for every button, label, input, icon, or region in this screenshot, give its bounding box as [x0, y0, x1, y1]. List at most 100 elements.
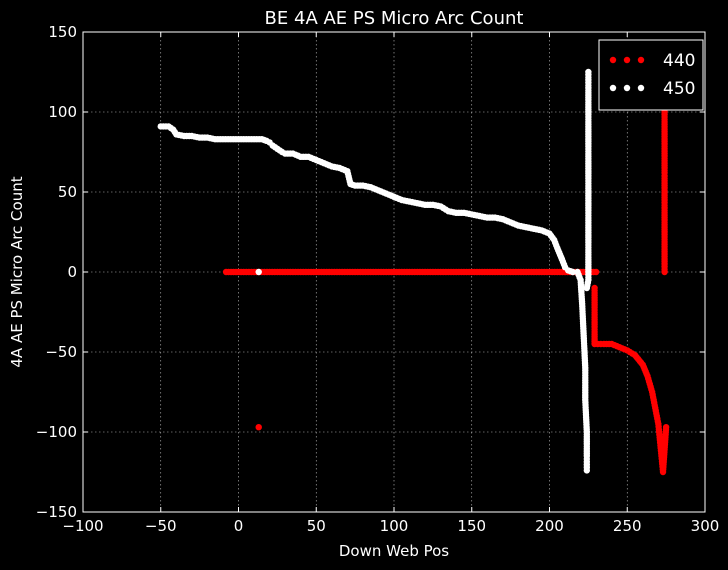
- data-point: [528, 268, 535, 276]
- data-point: [294, 268, 302, 276]
- data-point: [585, 143, 592, 150]
- data-point: [504, 218, 512, 225]
- legend-marker: [609, 56, 617, 64]
- data-point: [380, 189, 387, 196]
- data-point: [605, 340, 613, 348]
- x-tick-label: 200: [535, 517, 564, 535]
- legend-marker: [637, 56, 645, 64]
- data-point: [489, 214, 496, 221]
- data-point: [403, 197, 411, 205]
- data-point: [576, 274, 583, 281]
- data-point: [662, 426, 670, 433]
- data-point: [419, 201, 426, 208]
- data-point: [450, 268, 457, 276]
- legend-label: 450: [663, 79, 695, 99]
- data-point: [458, 209, 465, 216]
- y-tick-label: −100: [36, 423, 77, 441]
- data-point: [388, 192, 395, 199]
- data-point: [481, 268, 488, 276]
- series-450: [157, 68, 592, 474]
- data-point: [217, 136, 224, 143]
- data-point: [581, 362, 589, 369]
- data-point: [256, 136, 263, 143]
- data-point: [260, 136, 268, 144]
- x-tick-label: 0: [234, 517, 244, 535]
- data-point: [310, 155, 317, 163]
- data-point: [473, 212, 481, 219]
- x-tick-label: −100: [62, 517, 103, 535]
- data-point: [372, 268, 380, 276]
- data-point: [559, 268, 566, 276]
- data-point: [481, 213, 488, 221]
- data-point: [661, 175, 668, 182]
- data-point: [232, 268, 240, 276]
- y-tick-label: 0: [67, 263, 77, 281]
- data-point: [248, 268, 255, 276]
- legend-frame: [598, 39, 704, 111]
- data-point: [364, 183, 372, 190]
- data-point: [357, 268, 364, 276]
- data-point: [333, 164, 341, 171]
- data-point: [580, 330, 587, 337]
- data-point: [590, 268, 597, 276]
- data-point: [434, 268, 442, 276]
- data-point: [583, 450, 591, 457]
- y-tick-label: 50: [58, 183, 77, 201]
- y-tick-label: 150: [48, 23, 77, 41]
- data-point: [585, 87, 592, 94]
- data-point: [287, 150, 294, 157]
- data-point: [434, 202, 442, 210]
- data-point: [318, 158, 325, 166]
- data-point: [528, 225, 535, 232]
- x-tick-label: 300: [691, 517, 720, 535]
- data-point: [651, 402, 658, 409]
- data-point: [271, 144, 279, 151]
- data-point: [654, 418, 662, 425]
- data-point: [512, 221, 520, 228]
- x-tick-label: 100: [380, 517, 409, 535]
- data-point: [465, 268, 473, 276]
- data-point: [395, 195, 403, 203]
- data-point: [497, 215, 504, 222]
- data-point: [427, 201, 434, 208]
- data-point: [403, 268, 411, 276]
- data-point: [585, 111, 592, 118]
- data-point: [597, 340, 605, 348]
- legend-marker: [623, 84, 631, 92]
- data-point: [465, 210, 473, 218]
- data-point: [201, 134, 209, 141]
- data-point: [255, 268, 262, 276]
- data-point: [178, 132, 185, 139]
- legend-marker: [623, 56, 631, 64]
- data-point: [656, 434, 663, 441]
- x-axis-label: Down Web Pos: [339, 542, 449, 560]
- data-point: [193, 133, 201, 141]
- data-point: [411, 199, 418, 206]
- data-point: [357, 182, 364, 189]
- data-point: [349, 181, 356, 188]
- plot-area: −100 −50 0 50 100 150 200 250 300−150−100−500501…: [36, 23, 720, 535]
- data-point: [560, 261, 568, 268]
- x-tick-label: 250: [613, 517, 642, 535]
- data-point: [585, 175, 592, 182]
- x-tick-label: 50: [307, 517, 326, 535]
- data-point: [643, 370, 650, 377]
- data-point: [584, 279, 592, 286]
- data-point: [585, 71, 592, 78]
- data-point: [661, 143, 668, 150]
- y-tick-label: −150: [36, 503, 77, 521]
- data-point: [661, 199, 668, 206]
- y-axis-label: 4A AE PS Micro Arc Count: [8, 176, 26, 367]
- x-tick-label: −50: [145, 517, 177, 535]
- x-tick-label: 150: [457, 517, 486, 535]
- data-point: [294, 152, 302, 159]
- y-tick-label: −50: [45, 343, 77, 361]
- data-point: [162, 123, 170, 130]
- data-point: [232, 136, 240, 143]
- data-point: [512, 268, 520, 276]
- data-point: [535, 226, 543, 234]
- data-point: [549, 234, 556, 242]
- data-point: [661, 207, 668, 214]
